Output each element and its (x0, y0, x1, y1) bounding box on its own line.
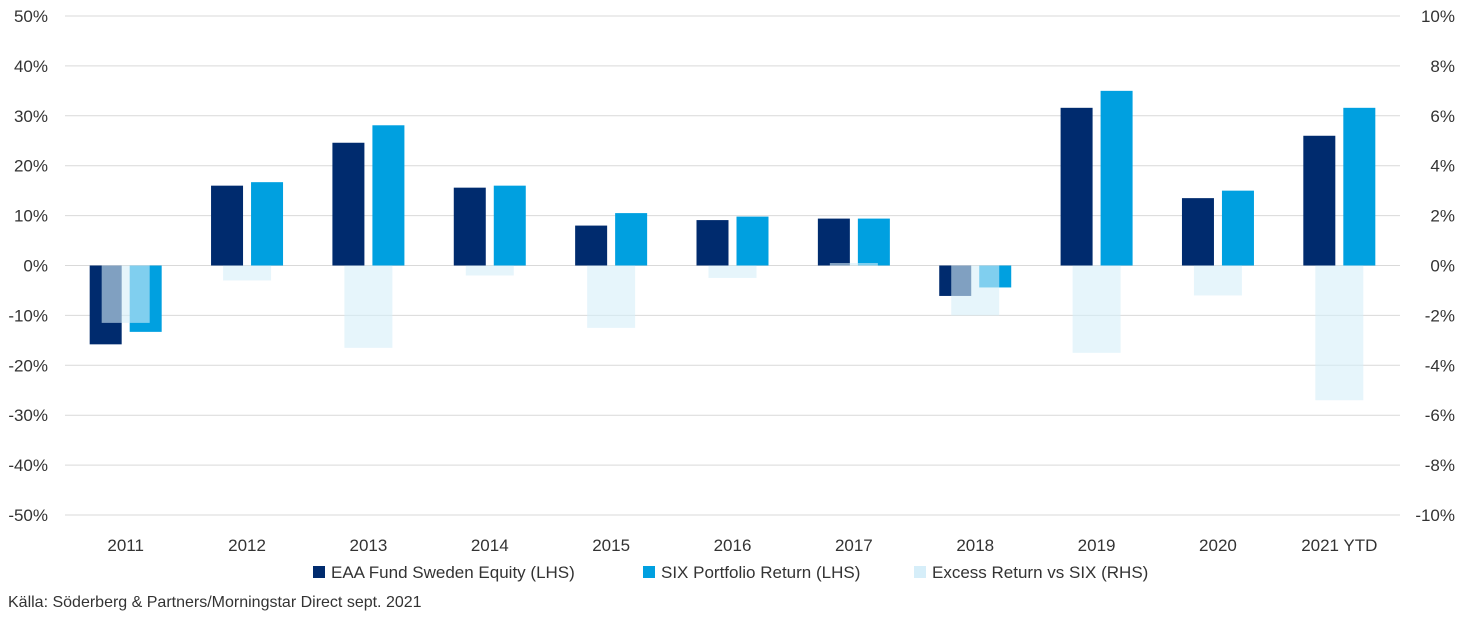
x-axis-tick-label: 2021 YTD (1301, 536, 1377, 555)
excess-bar (708, 265, 757, 278)
excess-bar (829, 263, 878, 266)
excess-bar (587, 265, 636, 328)
right-axis-tick-label: 2% (1430, 207, 1455, 226)
x-axis-tick-label: 2014 (471, 536, 509, 555)
right-axis-tick-label: -2% (1425, 306, 1455, 325)
left-axis-tick-label: -30% (8, 406, 48, 425)
right-axis-tick-label: 6% (1430, 107, 1455, 126)
bar (493, 185, 526, 266)
x-axis-ticks: 2011 2012 2013 2014 2015 2016 2017 2018 2019 2020… (107, 536, 1377, 555)
right-axis-tick-label: -10% (1415, 506, 1455, 525)
left-axis-tick-label: -40% (8, 456, 48, 475)
legend-swatch (914, 566, 926, 578)
x-axis-tick-label: 2020 (1199, 536, 1237, 555)
left-axis-tick-label: 40% (14, 57, 48, 76)
left-axis-tick-label: 20% (14, 157, 48, 176)
legend-swatch (643, 566, 655, 578)
x-axis-tick-label: 2012 (228, 536, 266, 555)
x-axis-tick-label: 2018 (956, 536, 994, 555)
left-axis-tick-label: 0% (23, 257, 48, 276)
legend-label: SIX Portfolio Return (LHS) (661, 563, 860, 582)
right-axis-tick-label: -4% (1425, 356, 1455, 375)
x-axis-tick-label: 2011 (107, 536, 144, 555)
x-axis-tick-label: 2017 (835, 536, 873, 555)
right-axis-tick-label: 8% (1430, 57, 1455, 76)
bar (1303, 135, 1336, 266)
right-axis-ticks: -10% -8% -6% -4% -2% 0% 2% 4% 6% 8% 10% (1415, 7, 1455, 525)
bar (1221, 190, 1254, 266)
x-axis-tick-label: 2016 (714, 536, 752, 555)
left-axis-tick-label: -20% (8, 356, 48, 375)
legend-swatch (313, 566, 325, 578)
bar (251, 182, 284, 266)
excess-return-bars (101, 263, 1364, 401)
excess-bar (951, 265, 1000, 316)
x-axis-tick-label: 2019 (1078, 536, 1116, 555)
bar (696, 220, 729, 266)
source-note: Källa: Söderberg & Partners/Morningstar … (8, 594, 422, 611)
right-axis-tick-label: -8% (1425, 456, 1455, 475)
bar (1100, 90, 1133, 266)
x-axis-tick-label: 2015 (592, 536, 630, 555)
bar (857, 218, 890, 266)
excess-bar (223, 265, 272, 281)
right-axis-tick-label: 0% (1430, 257, 1455, 276)
bar (1060, 107, 1093, 266)
right-axis-tick-label: 10% (1421, 7, 1455, 26)
fund-and-index-bars (89, 90, 1376, 345)
bar (575, 225, 608, 266)
x-axis-tick-label: 2013 (349, 536, 387, 555)
bar (332, 142, 365, 266)
excess-bar (1072, 265, 1121, 353)
excess-bar (101, 265, 150, 323)
excess-bar (1193, 265, 1242, 296)
bar (817, 218, 850, 266)
bar (1181, 198, 1214, 266)
left-axis-tick-label: -50% (8, 506, 48, 525)
left-axis-ticks: -50% -40% -30% -20% -10% 0% 10% 20% 30% 40% 50% (8, 7, 48, 525)
bar (615, 213, 648, 266)
bar (372, 125, 405, 266)
legend: EAA Fund Sweden Equity (LHS) SIX Portfoli… (313, 563, 1148, 582)
bar (211, 185, 244, 266)
right-axis-tick-label: 4% (1430, 157, 1455, 176)
bar (1343, 107, 1376, 266)
left-axis-tick-label: -10% (8, 306, 48, 325)
excess-bar (1315, 265, 1364, 401)
left-axis-tick-label: 10% (14, 207, 48, 226)
left-axis-tick-label: 30% (14, 107, 48, 126)
legend-label: EAA Fund Sweden Equity (LHS) (331, 563, 575, 582)
left-axis-tick-label: 50% (14, 7, 48, 26)
excess-bar (344, 265, 393, 348)
right-axis-tick-label: -6% (1425, 406, 1455, 425)
excess-bar (465, 265, 514, 276)
bar (736, 216, 769, 266)
legend-label: Excess Return vs SIX (RHS) (932, 563, 1148, 582)
bar (453, 187, 486, 266)
